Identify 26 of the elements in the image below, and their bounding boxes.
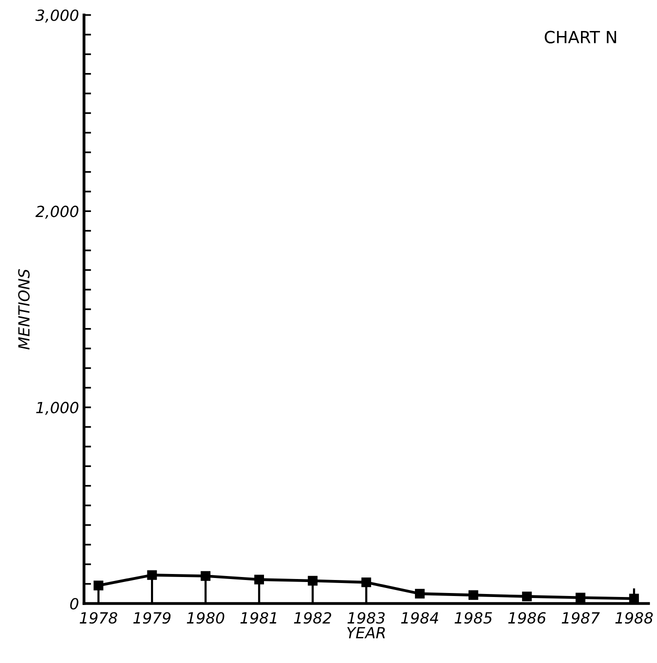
- point: [414, 588, 425, 599]
- point: [200, 571, 210, 581]
- x-tick-label: 1984: [401, 612, 438, 624]
- x-tick-label: 1981: [240, 612, 276, 624]
- x-tick-label: 1987: [562, 612, 600, 624]
- point: [94, 580, 104, 590]
- x-tick-label: 1988: [615, 612, 653, 624]
- x-tick-label: 1983: [348, 612, 385, 624]
- point: [522, 592, 532, 602]
- y-tick-label: 1,000: [36, 402, 78, 415]
- y-tick-label: 3,000: [35, 9, 78, 23]
- annotation: CHART N: [544, 30, 616, 44]
- point: [576, 592, 586, 602]
- x-axis-title: YEAR: [347, 627, 385, 638]
- x-tick-label: 1985: [454, 612, 492, 624]
- x-tick-label: 1978: [80, 612, 118, 624]
- point: [147, 570, 157, 580]
- point: [254, 574, 264, 584]
- x-tick-label: 1979: [133, 612, 171, 624]
- y-axis-title: MENTIONS: [18, 269, 30, 350]
- y-tick-label: 2,000: [35, 206, 78, 219]
- x-tick-label: 1982: [294, 612, 332, 624]
- x-tick-label: 1986: [508, 612, 546, 624]
- x-tick-label: 1980: [186, 612, 224, 624]
- point: [468, 590, 478, 600]
- y-tick-label: 0: [70, 598, 78, 610]
